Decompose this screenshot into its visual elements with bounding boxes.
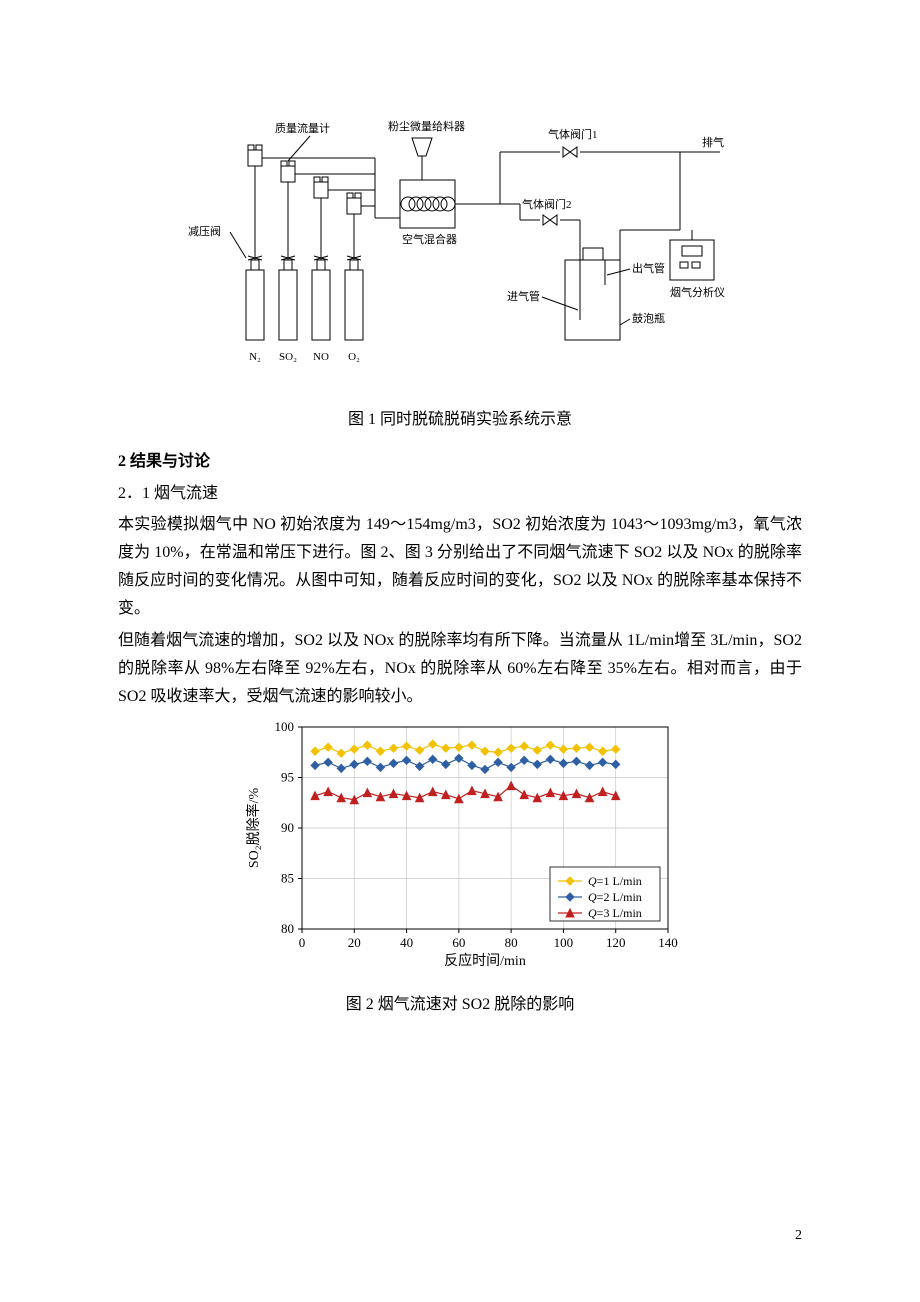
figure2-caption: 图 2 烟气流速对 SO2 脱除的影响 <box>118 990 802 1014</box>
svg-text:进气管: 进气管 <box>507 289 540 303</box>
svg-text:100: 100 <box>554 935 574 950</box>
svg-text:20: 20 <box>348 935 361 950</box>
svg-text:100: 100 <box>275 719 295 734</box>
svg-text:出气管: 出气管 <box>632 261 665 275</box>
figure1-caption: 图 1 同时脱硫脱硝实验系统示意 <box>118 405 802 429</box>
svg-text:鼓泡瓶: 鼓泡瓶 <box>632 311 665 325</box>
svg-text:95: 95 <box>281 770 294 785</box>
svg-text:N₂: N₂ <box>249 351 261 363</box>
svg-text:SO₂: SO₂ <box>279 351 297 363</box>
section-heading-2: 2 结果与讨论 <box>118 447 802 471</box>
svg-text:粉尘微量给料器: 粉尘微量给料器 <box>388 119 465 133</box>
svg-text:反应时间/min: 反应时间/min <box>444 952 526 969</box>
paragraph-1: 本实验模拟烟气中 NO 初始浓度为 149～154mg/m3，SO2 初始浓度为… <box>118 511 802 623</box>
svg-text:气体阀门1: 气体阀门1 <box>548 127 598 141</box>
svg-text:90: 90 <box>281 820 294 835</box>
svg-text:Q=2 L/min: Q=2 L/min <box>588 890 642 904</box>
svg-text:空气混合器: 空气混合器 <box>402 232 457 246</box>
svg-text:NO: NO <box>313 351 329 363</box>
svg-text:气体阀门2: 气体阀门2 <box>522 197 572 211</box>
svg-text:O₂: O₂ <box>348 351 360 363</box>
paragraph-2: 但随着烟气流速的增加，SO2 以及 NOx 的脱除率均有所下降。当流量从 1L/… <box>118 627 802 711</box>
figure1: N₂ SO₂ NO O₂ 减压阀 质量流量计 粉尘微量给料器空气混合器 气体阀门1 排气气体阀门… <box>118 110 802 429</box>
svg-text:80: 80 <box>505 935 518 950</box>
svg-text:减压阀: 减压阀 <box>188 224 221 238</box>
svg-text:烟气分析仪: 烟气分析仪 <box>670 285 725 299</box>
diagram1-svg: N₂ SO₂ NO O₂ 减压阀 质量流量计 粉尘微量给料器空气混合器 气体阀门1 排气气体阀门… <box>180 110 740 390</box>
svg-text:Q=3 L/min: Q=3 L/min <box>588 906 642 920</box>
svg-text:85: 85 <box>281 871 294 886</box>
svg-text:SO₂脱除率/%: SO₂脱除率/% <box>245 788 262 869</box>
svg-text:排气: 排气 <box>702 135 724 149</box>
svg-text:Q=1 L/min: Q=1 L/min <box>588 874 642 888</box>
svg-text:质量流量计: 质量流量计 <box>275 121 330 135</box>
page: N₂ SO₂ NO O₂ 减压阀 质量流量计 粉尘微量给料器空气混合器 气体阀门1 排气气体阀门… <box>0 0 920 1302</box>
page-number: 2 <box>795 1228 802 1244</box>
subsection-heading-21: 2．1 烟气流速 <box>118 479 802 503</box>
svg-text:0: 0 <box>299 935 306 950</box>
figure2: 0 20 40 60 80 100 120 140 80 85 90 95 100 反应时间/min SO₂… <box>118 715 802 1014</box>
svg-text:60: 60 <box>452 935 465 950</box>
svg-text:140: 140 <box>658 935 678 950</box>
svg-text:120: 120 <box>606 935 626 950</box>
svg-text:80: 80 <box>281 921 294 936</box>
chart1-svg: 0 20 40 60 80 100 120 140 80 85 90 95 100 反应时间/min SO₂… <box>240 715 680 975</box>
svg-text:40: 40 <box>400 935 413 950</box>
